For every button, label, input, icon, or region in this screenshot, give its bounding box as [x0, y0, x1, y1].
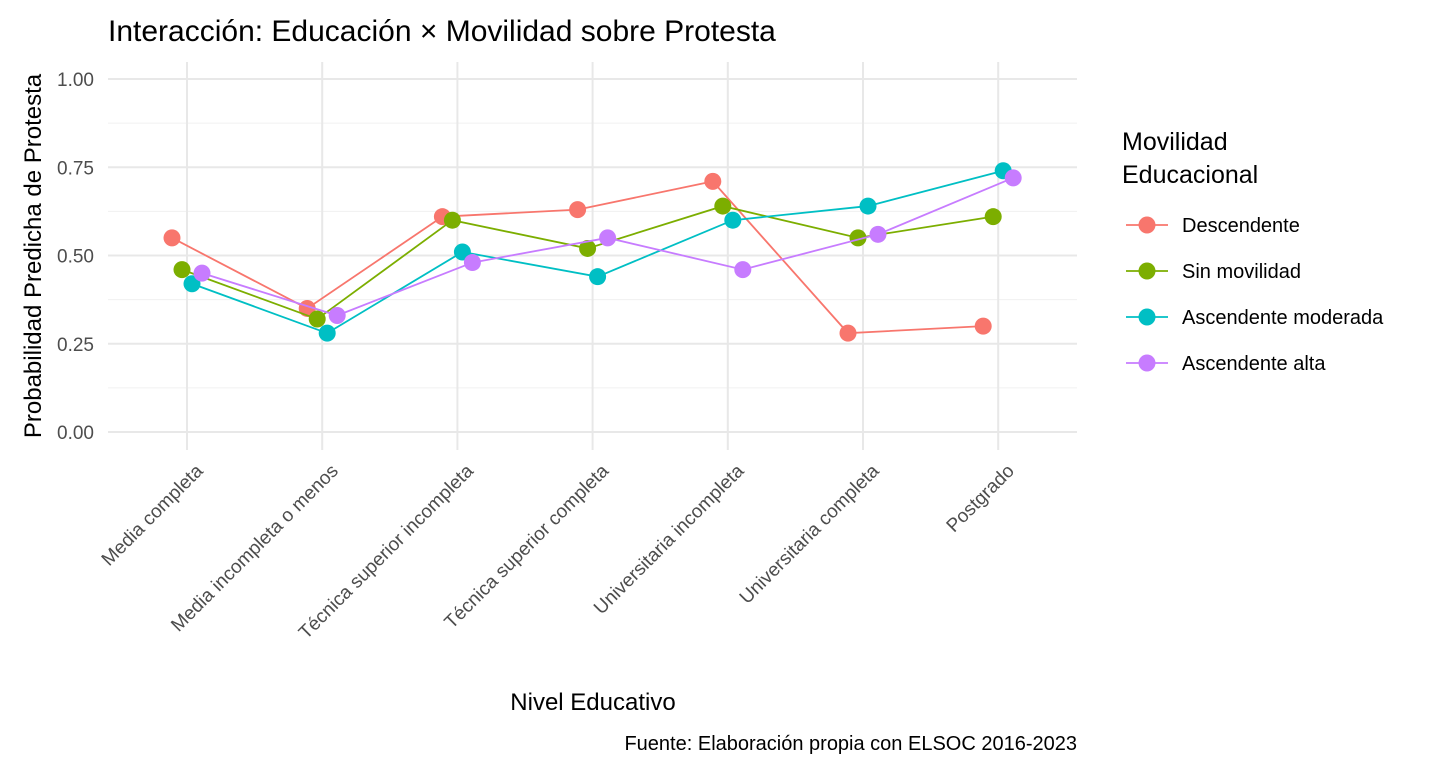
x-axis-title: Nivel Educativo	[510, 689, 675, 716]
y-tick-label: 0.75	[57, 158, 94, 179]
y-tick-label: 0.50	[57, 247, 94, 268]
y-tick-label: 0.25	[57, 335, 94, 356]
legend-item: Descendente	[1126, 215, 1300, 237]
data-point	[859, 197, 877, 215]
data-point	[984, 208, 1002, 226]
legend-marker	[1138, 354, 1156, 372]
x-tick-label: Media completa	[98, 460, 208, 570]
data-point	[734, 261, 752, 279]
legend-marker	[1138, 216, 1156, 234]
data-point	[308, 310, 326, 328]
data-point	[599, 229, 617, 247]
series-ascendente-alta	[193, 169, 1022, 325]
legend-label: Ascendente moderada	[1182, 307, 1384, 329]
data-point	[1004, 169, 1022, 187]
data-point	[849, 229, 867, 247]
data-point	[579, 239, 597, 257]
legend-label: Descendente	[1182, 215, 1300, 237]
data-point	[839, 324, 857, 342]
data-point	[173, 261, 191, 279]
legend-item: Ascendente moderada	[1126, 307, 1384, 329]
data-point	[569, 201, 587, 219]
data-point	[163, 229, 181, 247]
chart-title: Interacción: Educación × Movilidad sobre…	[108, 15, 776, 48]
data-point	[724, 211, 742, 229]
series-line	[201, 177, 1014, 317]
y-tick-label: 1.00	[57, 70, 94, 91]
grid-major	[108, 62, 1077, 450]
data-point	[704, 172, 722, 190]
data-point	[453, 243, 471, 261]
data-point	[328, 307, 346, 325]
legend-title-line-2: Educacional	[1122, 161, 1258, 189]
legend-item: Sin movilidad	[1126, 261, 1301, 283]
legend-item: Ascendente alta	[1126, 353, 1326, 375]
data-point	[193, 264, 211, 282]
legend-label: Ascendente alta	[1182, 353, 1326, 375]
x-tick-label: Universitaria incompleta	[590, 460, 749, 619]
data-point	[714, 197, 732, 215]
y-axis-title: Probabilidad Predicha de Protesta	[20, 73, 47, 438]
series-layer	[163, 162, 1022, 342]
legend: Movilidad Educacional Descendente Sin mov…	[1122, 128, 1384, 375]
y-tick-labels: 0.00 0.25 0.50 0.75 1.00	[57, 70, 94, 444]
series-ascendente-moderada	[183, 162, 1012, 342]
data-point	[463, 254, 481, 272]
data-point	[974, 317, 992, 335]
x-tick-label: Universitaria completa	[736, 460, 884, 608]
data-point	[589, 268, 607, 286]
x-tick-label: Postgrado	[943, 461, 1019, 537]
data-point	[183, 275, 201, 293]
data-point	[869, 225, 887, 243]
data-point	[443, 211, 461, 229]
legend-marker	[1138, 262, 1156, 280]
legend-title-line-1: Movilidad	[1122, 128, 1228, 156]
legend-marker	[1138, 308, 1156, 326]
chart-caption: Fuente: Elaboración propia con ELSOC 201…	[624, 733, 1077, 755]
series-sin-movilidad	[173, 197, 1002, 328]
data-point	[318, 324, 336, 342]
legend-label: Sin movilidad	[1182, 261, 1301, 283]
y-tick-label: 0.00	[57, 423, 94, 444]
